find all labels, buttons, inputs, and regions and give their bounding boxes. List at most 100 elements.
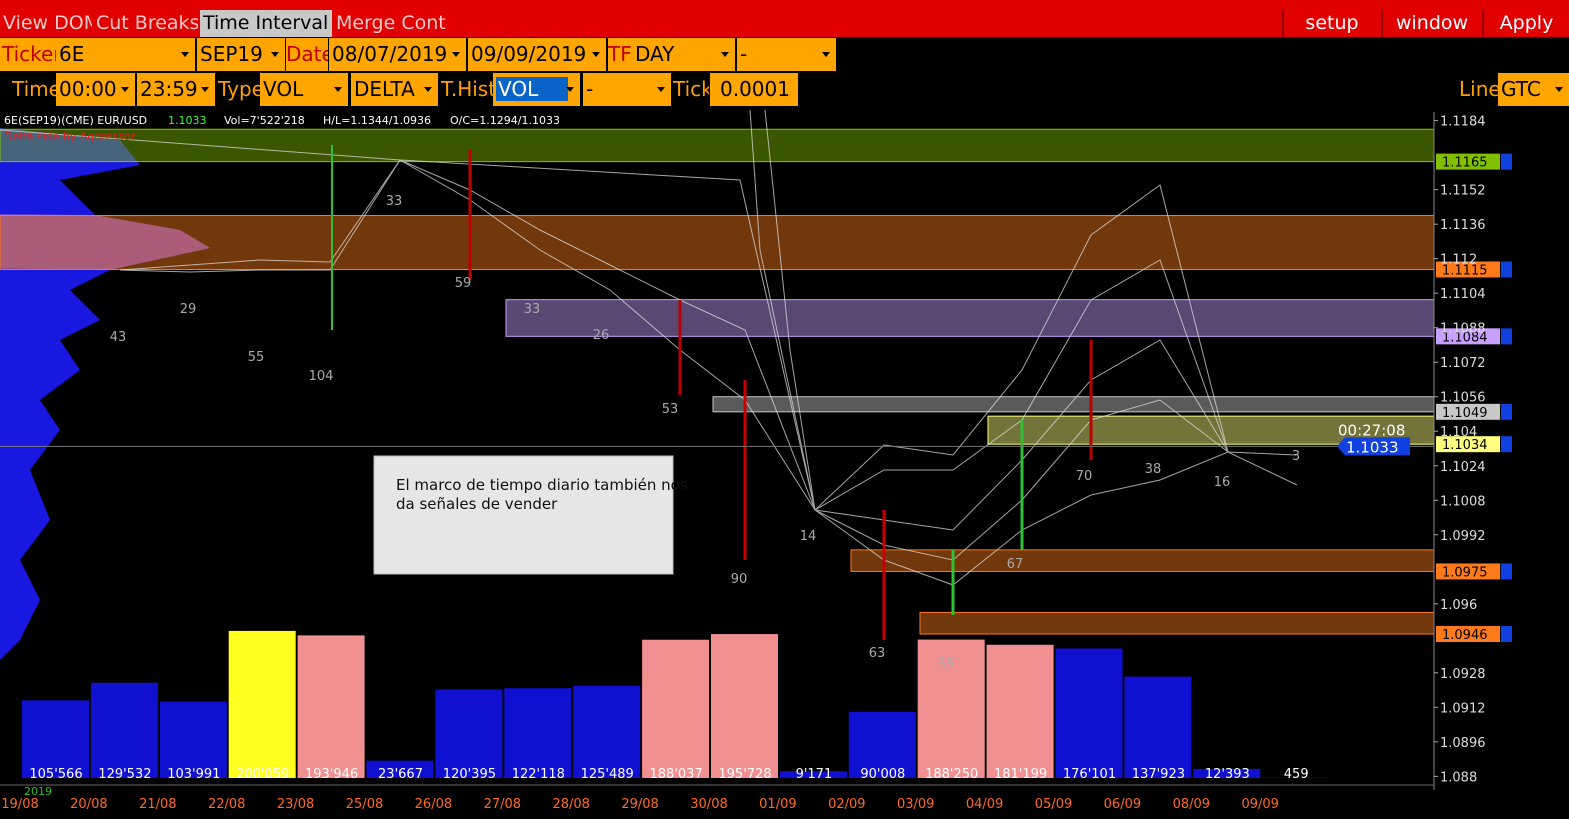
last-price-tag	[1337, 437, 1410, 456]
volume-bar	[1193, 768, 1261, 778]
type-select[interactable]: VOL	[260, 73, 348, 106]
volume-label: 90'008	[860, 767, 905, 782]
x-tick-label: 28/08	[552, 797, 589, 812]
annotation-box	[373, 455, 674, 575]
volume-label: 105'566	[29, 767, 82, 782]
tick-input[interactable]: 0.0001	[710, 73, 798, 106]
x-tick-label: 09/09	[1241, 797, 1278, 812]
y-tick-label: 1.1184	[1440, 115, 1486, 130]
y-tick-label: 1.112	[1440, 253, 1477, 268]
year-label: 2019	[24, 785, 52, 798]
cluster-label: 53	[662, 402, 679, 417]
label: Tick	[673, 77, 709, 101]
volume-label: 200'059	[236, 767, 289, 782]
tab[interactable]: Cut Breaks	[96, 12, 198, 34]
label: Type	[218, 77, 260, 101]
y-tick-label: 1.0928	[1440, 667, 1486, 682]
thist-option[interactable]: -	[583, 73, 671, 106]
volume-bar	[573, 685, 641, 778]
level-label: 1.1115	[1442, 263, 1488, 278]
g-box	[1501, 328, 1512, 345]
mode: Delta side by Aggressor	[4, 130, 136, 143]
volume-label: 120'395	[443, 767, 496, 782]
zone	[0, 128, 1435, 163]
level-tag	[1436, 436, 1500, 453]
ticker-select[interactable]: 6E	[56, 38, 195, 71]
zone	[712, 396, 1435, 413]
y-tick-label: 1.0992	[1440, 529, 1486, 544]
cluster-label: 29	[180, 302, 197, 317]
x-tick-label: 19/08	[1, 797, 38, 812]
date-to[interactable]: 09/09/2019	[468, 38, 606, 71]
volume-label: 23'667	[378, 767, 423, 782]
x-tick-label: 23/08	[277, 797, 314, 812]
volume-bar	[228, 630, 296, 778]
cluster-label: 26	[593, 328, 610, 343]
annotation: El marco de tiempo diario también nos da …	[396, 476, 688, 513]
volume-label: 459	[1284, 767, 1309, 782]
line-select[interactable]: GTC	[1498, 73, 1569, 106]
level-tag	[1436, 626, 1500, 643]
zone	[919, 611, 1435, 635]
volume-bar	[504, 688, 572, 778]
x-tick-label: 29/08	[621, 797, 658, 812]
time-to[interactable]: 23:59	[137, 73, 215, 106]
setup-button[interactable]: setup	[1282, 10, 1380, 37]
cluster-label: 70	[1076, 469, 1093, 484]
web-lines	[0, 109, 1298, 586]
cluster-label: 67	[1007, 557, 1024, 572]
level-label: 1.0946	[1442, 628, 1488, 643]
date-from[interactable]: 08/07/2019	[329, 38, 466, 71]
cluster-label: 59	[455, 276, 472, 291]
tab[interactable]: View DOM	[3, 12, 92, 34]
contract-select[interactable]: SEP19	[197, 38, 285, 71]
cluster-label: 14	[800, 529, 817, 544]
y-tick-label: 1.104	[1440, 425, 1477, 440]
mode-select[interactable]: DELTA	[351, 73, 438, 106]
time-from[interactable]: 00:00	[56, 73, 135, 106]
volume-bar	[1055, 648, 1123, 778]
volume-bar	[711, 634, 778, 778]
cluster-label: 55	[938, 657, 955, 672]
high-low: H/L=1.1344/1.0936	[323, 114, 431, 127]
tf-select[interactable]: DAY	[632, 38, 735, 71]
level-label: 1.1165	[1442, 156, 1488, 171]
tab[interactable]: Time Interval	[200, 10, 332, 37]
level-label: 1.1034	[1442, 438, 1488, 453]
x-tick-label: 02/09	[828, 797, 865, 812]
x-tick-label: 01/09	[759, 797, 796, 812]
level-label: 1.1049	[1442, 406, 1488, 421]
volume-bar	[917, 639, 985, 778]
apply-button[interactable]: Apply	[1482, 10, 1569, 37]
y-tick-label: 1.1104	[1440, 287, 1486, 302]
last: 1.1033	[168, 114, 207, 127]
g-box	[1501, 403, 1512, 420]
cluster-label: 55	[248, 350, 265, 365]
tf-option[interactable]: -	[737, 38, 836, 71]
y-tick-label: 1.1152	[1440, 184, 1486, 199]
volume-label: 188'037	[649, 767, 702, 782]
level-tag	[1436, 261, 1500, 278]
volume-label: 12'393	[1205, 767, 1250, 782]
x-tick-label: 06/09	[1104, 797, 1141, 812]
volume-label: 181'199	[994, 767, 1047, 782]
level-tag	[1436, 153, 1500, 170]
label: Ticker	[0, 38, 56, 71]
y-tick-label: 1.1072	[1440, 356, 1486, 371]
y-tick-label: 1.0912	[1440, 701, 1486, 716]
volume-label: 188'250	[925, 767, 978, 782]
y-tick-label: 1.1008	[1440, 494, 1486, 509]
x-tick-label: 22/08	[208, 797, 245, 812]
x-tick-label: 27/08	[484, 797, 521, 812]
window-button[interactable]: window	[1381, 10, 1481, 37]
g-box	[1501, 436, 1512, 453]
y-tick-label: 1.1056	[1440, 391, 1486, 406]
volume-profile	[0, 128, 210, 660]
thist-select[interactable]: VOL	[493, 73, 580, 106]
tab[interactable]: Merge Contr	[336, 12, 446, 34]
x-tick-label: 08/09	[1173, 797, 1210, 812]
volume-label: 9'171	[796, 767, 833, 782]
volume-bar	[1124, 676, 1192, 778]
selected-text: VOL	[496, 77, 569, 101]
